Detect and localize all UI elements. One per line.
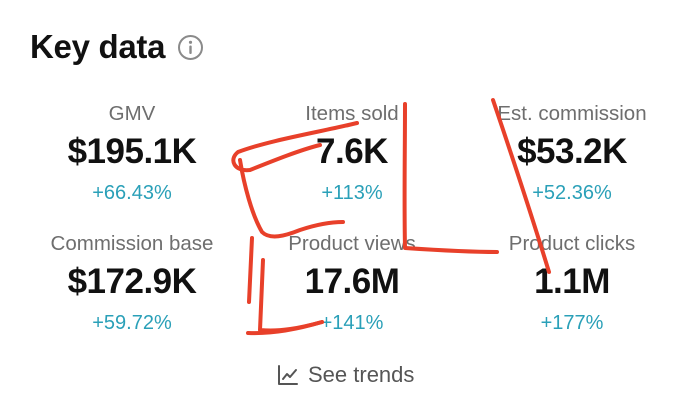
page-title: Key data — [30, 28, 166, 65]
metric-value: 1.1M — [534, 262, 610, 301]
metric-label: Commission base — [50, 232, 214, 255]
metric-label: Items sold — [305, 102, 399, 125]
metric-change: +52.36% — [532, 182, 612, 204]
see-trends-button[interactable]: See trends — [276, 362, 414, 388]
line-chart-icon — [276, 363, 300, 387]
see-trends-label: See trends — [308, 362, 415, 387]
metric-change: +141% — [320, 312, 384, 334]
metric-value: 7.6K — [316, 132, 388, 171]
metric-change: +66.43% — [92, 182, 172, 204]
metric-value: $172.9K — [67, 262, 197, 301]
metric-product-clicks: Product clicks 1.1M +177% — [452, 232, 692, 335]
metric-value: $53.2K — [517, 132, 627, 171]
metric-commission-base: Commission base $172.9K +59.72% — [12, 232, 252, 335]
metric-change: +59.72% — [92, 312, 172, 334]
metric-label: GMV — [108, 102, 156, 125]
metric-label: Est. commission — [497, 102, 647, 125]
metric-label: Product views — [288, 232, 416, 255]
metric-gmv: GMV $195.1K +66.43% — [12, 102, 252, 205]
metric-value: 17.6M — [304, 262, 400, 301]
key-data-header: Key data — [30, 28, 204, 66]
metric-label: Product clicks — [508, 232, 636, 255]
metric-est-commission: Est. commission $53.2K +52.36% — [452, 102, 692, 205]
metric-value: $195.1K — [67, 132, 197, 171]
metric-items-sold: Items sold 7.6K +113% — [232, 102, 472, 205]
metric-change: +177% — [540, 312, 604, 334]
metric-product-views: Product views 17.6M +141% — [232, 232, 472, 335]
info-circle-icon[interactable] — [177, 34, 204, 61]
metric-change: +113% — [321, 182, 383, 204]
